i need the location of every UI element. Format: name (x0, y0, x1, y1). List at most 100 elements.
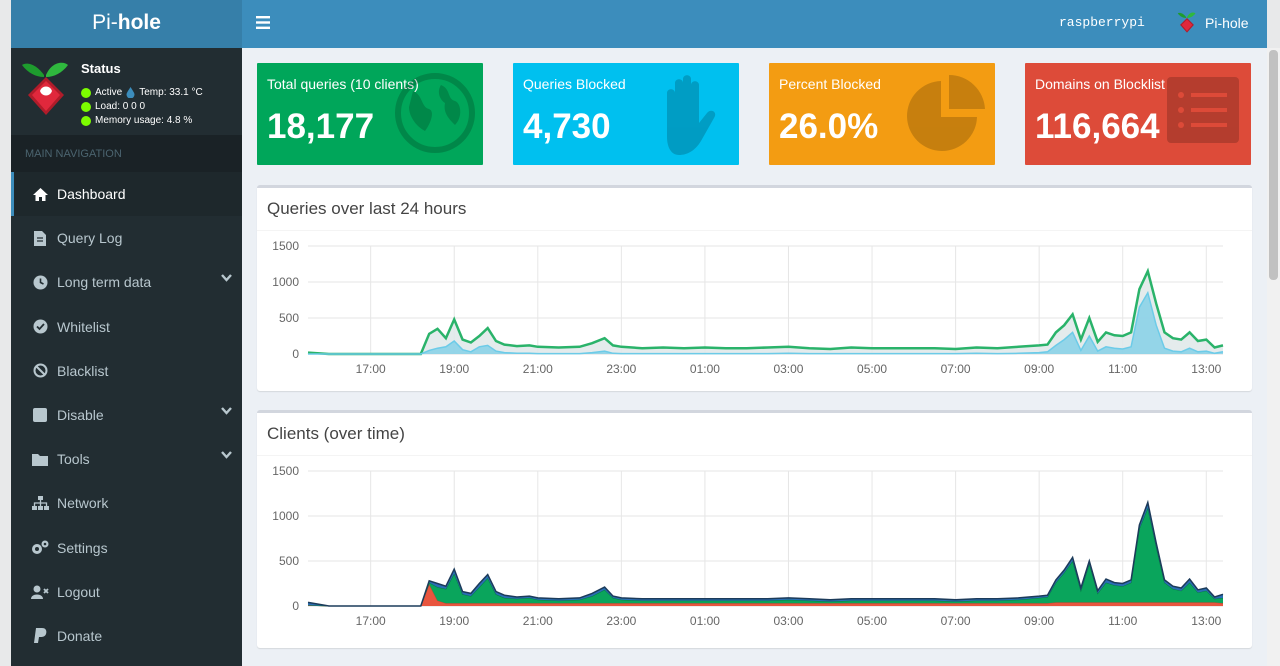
stat-value: 26.0% (779, 107, 879, 146)
series-area-0 (308, 584, 1223, 606)
stat-label: Total queries (10 clients) (267, 76, 419, 92)
series-line-2 (307, 499, 1224, 607)
logo-light: Pi- (92, 11, 118, 34)
y-tick-label: 1000 (272, 509, 299, 523)
check-circle-icon (31, 319, 49, 335)
status-load-line: Load: 0 0 0 (81, 101, 145, 112)
x-tick-label: 21:00 (523, 362, 553, 376)
stat-box-percent-blocked[interactable]: Percent Blocked 26.0% (769, 63, 995, 165)
stat-label: Percent Blocked (779, 76, 881, 92)
page-scrollbar[interactable] (1267, 48, 1280, 666)
x-tick-label: 21:00 (523, 614, 553, 628)
nav-item-whitelist[interactable]: Whitelist (11, 305, 242, 349)
x-tick-label: 23:00 (606, 614, 636, 628)
nav-label-tools: Tools (57, 451, 90, 468)
x-tick-label: 05:00 (857, 362, 887, 376)
stat-box-total-queries[interactable]: Total queries (10 clients) 18,177 (257, 63, 483, 165)
series-area-1 (308, 292, 1223, 354)
nav-label-donate: Donate (57, 627, 103, 644)
stat-box-domains-on-blocklist[interactable]: Domains on Blocklist 116,664 (1025, 63, 1251, 165)
y-tick-label: 0 (292, 599, 299, 613)
user-label: Pi-hole (1205, 15, 1249, 31)
status-memory: Memory usage: 4.8 % (95, 115, 193, 126)
nav-item-logout[interactable]: Logout (11, 570, 242, 614)
x-tick-label: 19:00 (439, 614, 469, 628)
pihole-logo-icon (22, 62, 68, 115)
nav-item-donate[interactable]: Donate (11, 614, 242, 658)
status-memory-line: Memory usage: 4.8 % (81, 115, 192, 126)
x-tick-label: 09:00 (1024, 614, 1054, 628)
stat-value: 18,177 (267, 107, 375, 146)
thermometer-drop-icon (126, 87, 135, 98)
series-line-1 (308, 290, 1224, 355)
queries-chart-panel: Queries over last 24 hours 0 500 1000 1500 1… (257, 185, 1252, 391)
globe-icon (395, 73, 475, 153)
nav-item-tools[interactable]: Tools (11, 437, 242, 481)
main-navigation: Dashboard Query Log Long term data White… (11, 172, 242, 658)
app-logo[interactable]: Pi-hole (11, 0, 242, 48)
load-dot-icon (81, 101, 91, 112)
scrollbar-thumb[interactable] (1269, 50, 1278, 280)
x-tick-label: 07:00 (941, 614, 971, 628)
nav-label-dashboard: Dashboard (57, 186, 126, 203)
status-active: Active (95, 87, 123, 98)
nav-item-disable[interactable]: Disable (11, 393, 242, 437)
top-navbar: raspberrypi Pi-hole (242, 0, 1267, 48)
home-icon (31, 186, 49, 202)
x-tick-label: 23:00 (606, 362, 636, 376)
pie-chart-icon (907, 74, 985, 151)
nav-item-network[interactable]: Network (11, 481, 242, 525)
stat-value: 116,664 (1035, 107, 1160, 146)
file-icon (31, 230, 49, 246)
main-content: Total queries (10 clients) 18,177 Querie… (242, 48, 1267, 666)
x-tick-label: 07:00 (941, 362, 971, 376)
clock-icon (31, 274, 49, 290)
clients-over-time-chart[interactable]: 0 500 1000 1500 17:00 19:00 21:00 23:00 01:00 03:… (257, 413, 1252, 645)
nav-label-blacklist: Blacklist (57, 362, 109, 379)
x-tick-label: 11:00 (1108, 614, 1137, 628)
x-tick-label: 05:00 (857, 614, 887, 628)
status-title: Status (81, 61, 121, 76)
y-tick-label: 1500 (272, 464, 299, 478)
network-icon (31, 495, 49, 511)
hand-icon (667, 75, 716, 155)
nav-label-logout: Logout (57, 583, 100, 600)
nav-label-disable: Disable (57, 407, 104, 424)
nav-item-blacklist[interactable]: Blacklist (11, 349, 242, 393)
sidebar-toggle-icon[interactable] (256, 16, 270, 29)
stat-label: Queries Blocked (523, 76, 626, 92)
series-line-1 (307, 506, 1224, 607)
paypal-icon (31, 628, 49, 644)
x-tick-label: 01:00 (690, 614, 720, 628)
user-menu[interactable]: Pi-hole (1177, 10, 1249, 36)
nav-item-dashboard[interactable]: Dashboard (11, 172, 242, 217)
x-tick-label: 17:00 (356, 614, 386, 628)
stat-box-queries-blocked[interactable]: Queries Blocked 4,730 (513, 63, 739, 165)
nav-label-query-log: Query Log (57, 230, 123, 247)
y-tick-label: 500 (279, 554, 299, 568)
x-tick-label: 01:00 (690, 362, 720, 376)
chevron-down-icon (221, 451, 232, 459)
x-tick-label: 11:00 (1108, 362, 1137, 376)
nav-label-whitelist: Whitelist (57, 318, 110, 335)
series-line-0 (307, 267, 1224, 356)
status-panel: Status Active Temp: 33.1 °C Load: 0 0 0 … (11, 48, 242, 135)
nav-label-network: Network (57, 495, 109, 512)
status-dot-icon (81, 87, 91, 98)
ban-icon (31, 363, 49, 379)
user-times-icon (31, 584, 49, 600)
sidebar: Pi-hole Status Active Temp: 33.1 °C Load… (11, 0, 242, 666)
nav-item-long-term-data[interactable]: Long term data (11, 260, 242, 304)
list-icon (1167, 77, 1239, 143)
nav-item-settings[interactable]: Settings (11, 526, 242, 570)
y-tick-label: 500 (279, 311, 299, 325)
stop-icon (31, 407, 49, 423)
stat-value: 4,730 (523, 107, 611, 146)
queries-over-time-chart[interactable]: 0 500 1000 1500 17:00 19:00 21:00 23:00 01:00 03:… (257, 188, 1252, 388)
x-tick-label: 13:00 (1191, 362, 1221, 376)
logo-bold: hole (117, 11, 161, 34)
stat-label: Domains on Blocklist (1035, 76, 1165, 92)
nav-item-query-log[interactable]: Query Log (11, 216, 242, 260)
hostname: raspberrypi (1059, 15, 1145, 30)
x-tick-label: 13:00 (1191, 614, 1221, 628)
